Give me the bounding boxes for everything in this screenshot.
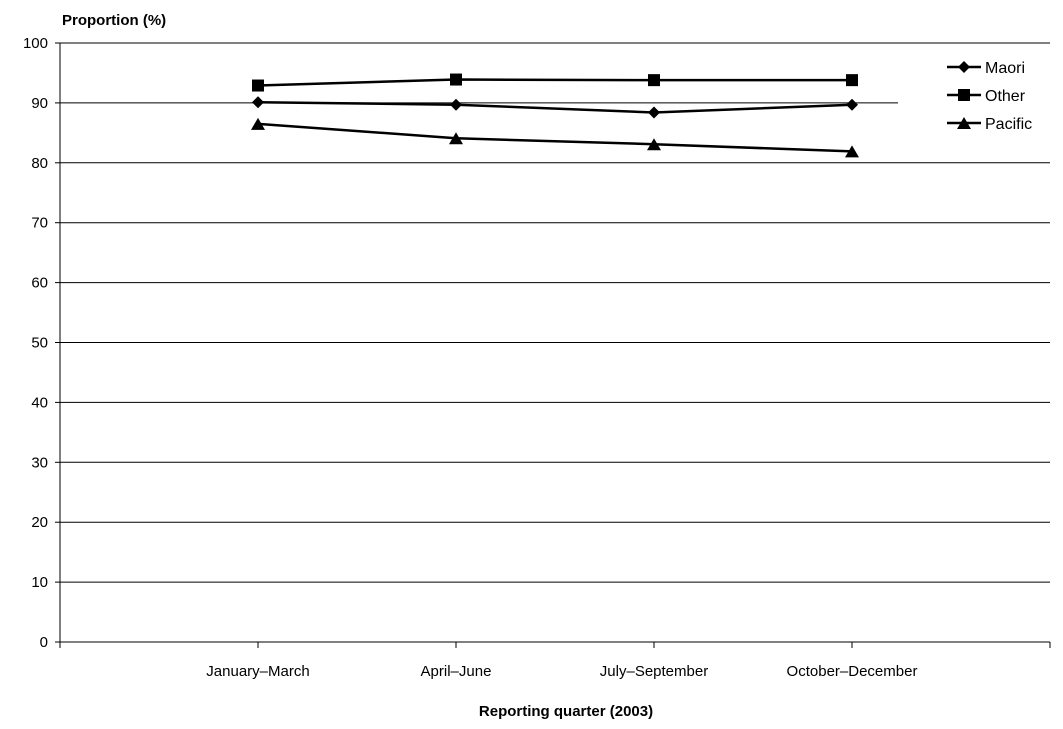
data-point-maori — [450, 98, 462, 111]
y-tick-label: 50 — [31, 335, 48, 352]
series-line-maori — [257, 101, 853, 114]
y-tick-label: 20 — [31, 514, 48, 531]
y-tick-label: 70 — [31, 215, 48, 232]
legend-label-maori: Maori — [985, 60, 1025, 77]
series-maori — [252, 96, 858, 119]
legend-label-pacific: Pacific — [985, 116, 1032, 133]
y-tick-label: 30 — [31, 454, 48, 471]
legend: Maori Other Pacific — [947, 60, 1032, 133]
legend-item-other: Other — [947, 88, 1026, 105]
y-tick-label: 0 — [40, 634, 48, 651]
data-point-other — [648, 74, 660, 87]
legend-item-pacific: Pacific — [947, 116, 1032, 133]
legend-marker-other — [958, 89, 970, 101]
data-point-other — [846, 74, 858, 87]
x-tick-labels: January–March April–June July–September Oct… — [206, 663, 917, 680]
y-tick-label: 80 — [31, 155, 48, 172]
data-point-pacific — [845, 145, 859, 158]
x-tick-label: October–December — [787, 663, 918, 680]
y-tick-label: 100 — [23, 35, 48, 52]
data-point-other — [450, 73, 462, 86]
legend-marker-pacific — [957, 117, 971, 129]
y-axis-title: Proportion (%) — [62, 12, 166, 29]
data-point-other — [252, 79, 264, 92]
series-line-pacific — [257, 122, 853, 153]
axes — [55, 42, 1051, 648]
gridlines — [60, 42, 1050, 583]
y-tick-labels: 0 10 20 30 40 50 60 70 80 90 100 — [23, 35, 48, 651]
x-tick-label: January–March — [206, 663, 309, 680]
legend-label-other: Other — [985, 88, 1026, 105]
data-point-pacific — [449, 132, 463, 145]
legend-marker-maori — [958, 61, 970, 73]
y-tick-label: 40 — [31, 394, 48, 411]
x-tick-label: July–September — [600, 663, 708, 680]
x-axis-title: Reporting quarter (2003) — [479, 703, 653, 720]
series-pacific — [251, 117, 859, 158]
data-point-maori — [252, 96, 264, 109]
series-lines — [251, 73, 859, 158]
data-point-pacific — [647, 138, 661, 151]
series-other — [252, 73, 858, 92]
data-point-maori — [648, 106, 660, 119]
y-tick-label: 10 — [31, 574, 48, 591]
legend-item-maori: Maori — [947, 60, 1025, 77]
y-tick-label: 60 — [31, 275, 48, 292]
data-point-maori — [846, 98, 858, 111]
data-point-pacific — [251, 117, 265, 130]
x-tick-label: April–June — [421, 663, 492, 680]
series-line-other — [257, 78, 852, 87]
y-tick-label: 90 — [31, 95, 48, 112]
